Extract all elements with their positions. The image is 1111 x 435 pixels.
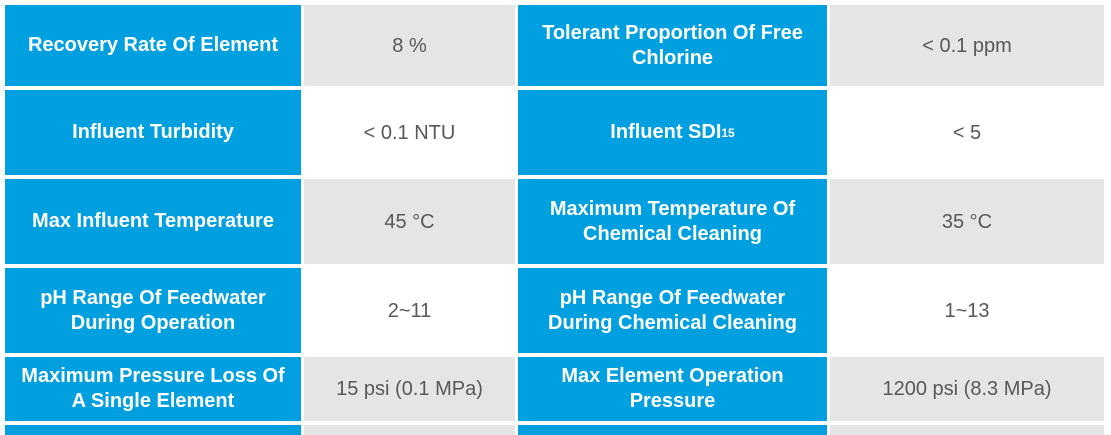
spec-label-cell: Maximum Pressure Loss Of A Single Elemen… bbox=[5, 357, 301, 421]
spec-value-cell: 8 % bbox=[304, 5, 515, 86]
spec-label-cell bbox=[5, 425, 301, 435]
table-row-clipped bbox=[5, 425, 1111, 435]
spec-value-cell: < 5 bbox=[830, 90, 1104, 175]
spec-label-cell: Maximum Temperature Of Chemical Cleaning bbox=[518, 179, 827, 264]
spec-label-text: Influent SDI bbox=[610, 121, 722, 143]
spec-label-cell: pH Range Of Feedwater During Chemical Cl… bbox=[518, 268, 827, 353]
spec-value-cell: 45 °C bbox=[304, 179, 515, 264]
table-row: pH Range Of Feedwater During Operation 2… bbox=[5, 268, 1111, 353]
table-row: Max Influent Temperature 45 °C Maximum T… bbox=[5, 179, 1111, 264]
spec-label-cell: pH Range Of Feedwater During Operation bbox=[5, 268, 301, 353]
spec-value-cell: < 0.1 NTU bbox=[304, 90, 515, 175]
spec-label-cell bbox=[518, 425, 827, 435]
spec-value-cell: 1200 psi (8.3 MPa) bbox=[830, 357, 1104, 421]
spec-value-cell bbox=[830, 425, 1104, 435]
spec-value-cell: < 0.1 ppm bbox=[830, 5, 1104, 86]
spec-label-cell: Recovery Rate Of Element bbox=[5, 5, 301, 86]
table-row: Maximum Pressure Loss Of A Single Elemen… bbox=[5, 357, 1111, 421]
table-row: Recovery Rate Of Element 8 % Tolerant Pr… bbox=[5, 5, 1111, 86]
spec-value-cell: 2~11 bbox=[304, 268, 515, 353]
table-row: Influent Turbidity < 0.1 NTU Influent SD… bbox=[5, 90, 1111, 175]
spec-value-cell: 15 psi (0.1 MPa) bbox=[304, 357, 515, 421]
spec-value-cell: 1~13 bbox=[830, 268, 1104, 353]
spec-label-cell: Influent Turbidity bbox=[5, 90, 301, 175]
spec-label-cell: Influent SDI 15 bbox=[518, 90, 827, 175]
spec-label-cell: Max Influent Temperature bbox=[5, 179, 301, 264]
spec-value-cell bbox=[304, 425, 515, 435]
spec-value-cell: 35 °C bbox=[830, 179, 1104, 264]
spec-label-cell: Max Element Operation Pressure bbox=[518, 357, 827, 421]
spec-label-cell: Tolerant Proportion Of Free Chlorine bbox=[518, 5, 827, 86]
